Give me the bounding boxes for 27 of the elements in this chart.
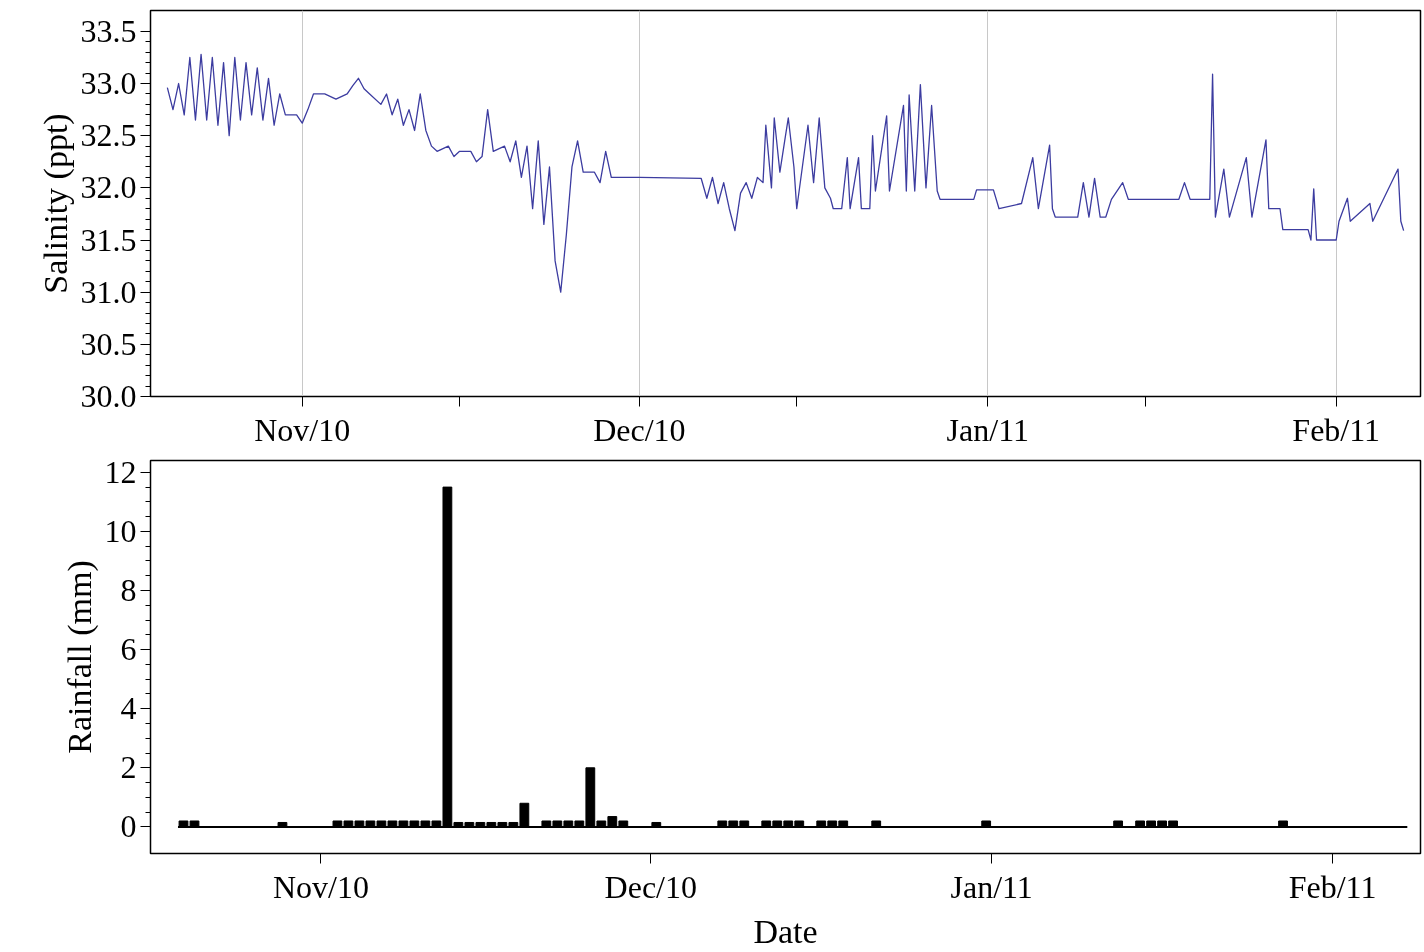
x-tick-label: Nov/10 xyxy=(272,868,369,905)
y-tick-label: 33.5 xyxy=(80,12,137,49)
x-tick-label: Nov/10 xyxy=(254,411,351,448)
y-tick-label: 2 xyxy=(120,749,137,786)
y-axis-title: Salinity (ppt) xyxy=(36,113,75,294)
y-tick-label: 31.0 xyxy=(80,273,137,310)
y-tick-label: 6 xyxy=(120,631,137,668)
y-axis-title: Rainfall (mm) xyxy=(60,560,99,754)
line-series xyxy=(166,53,1405,293)
y-tick-label: 31.5 xyxy=(80,221,137,258)
y-tick-label: 32.0 xyxy=(80,169,137,206)
x-tick-label: Feb/11 xyxy=(1292,411,1381,448)
y-tick-label: 33.0 xyxy=(80,65,137,102)
x-tick-label: Dec/10 xyxy=(604,868,698,905)
y-tick-label: 30.5 xyxy=(80,325,137,362)
y-tick-label: 0 xyxy=(120,808,137,845)
y-tick-label: 32.5 xyxy=(80,117,137,154)
y-tick-label: 4 xyxy=(120,690,137,727)
x-tick-label: Jan/11 xyxy=(946,411,1029,448)
x-tick-label: Feb/11 xyxy=(1288,868,1377,905)
y-tick-label: 10 xyxy=(104,512,137,549)
y-tick-label: 8 xyxy=(120,572,137,609)
x-tick-label: Jan/11 xyxy=(950,868,1033,905)
y-tick-label: 12 xyxy=(104,453,137,490)
x-axis-title: Date xyxy=(753,912,818,950)
x-tick-label: Dec/10 xyxy=(593,411,686,448)
y-tick-label: 30.0 xyxy=(80,378,137,414)
